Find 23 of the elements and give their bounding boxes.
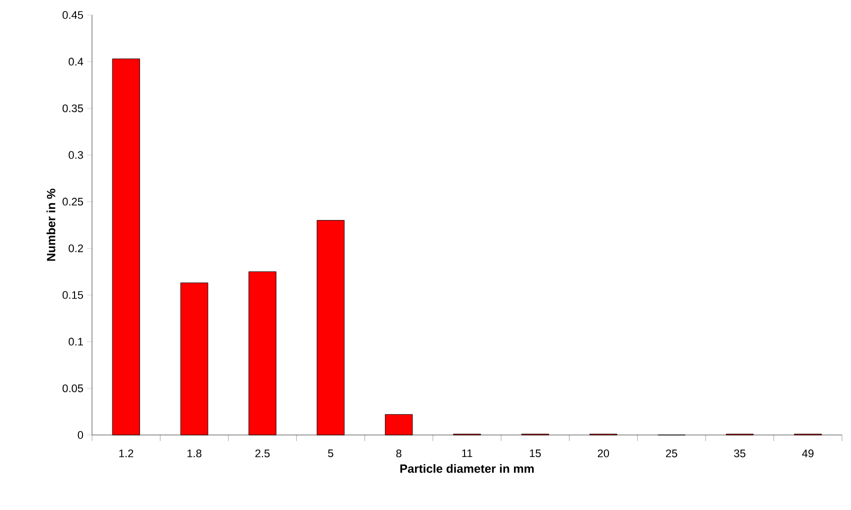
y-tick-label: 0.3	[68, 151, 84, 159]
x-tick-label: 11	[462, 450, 472, 458]
x-tick-label: 5	[328, 450, 334, 458]
x-tick-label: 49	[802, 450, 814, 458]
y-axis-title: Number in %	[46, 188, 56, 261]
x-tick-label: 1.8	[187, 450, 202, 458]
x-tick-label: 15	[530, 450, 541, 458]
y-tick-label: 0.2	[68, 244, 83, 252]
y-tick-label: 0.25	[62, 198, 84, 206]
y-tick-label: 0	[78, 431, 84, 439]
x-tick-label: 20	[598, 450, 610, 458]
y-tick-label: 0.45	[62, 11, 84, 19]
x-tick-label: 2.5	[255, 450, 270, 458]
y-tick-label: 0.05	[62, 384, 84, 392]
y-tick-label: 0.15	[62, 291, 84, 299]
y-tick-label: 0.1	[68, 338, 83, 346]
x-tick-label: 25	[666, 450, 678, 458]
y-tick-label: 0.35	[62, 104, 84, 112]
x-tick-label: 8	[396, 450, 402, 458]
x-tick-label: 1.2	[119, 450, 134, 458]
x-tick-label: 35	[734, 450, 746, 458]
y-tick-label: 0.4	[68, 58, 84, 66]
x-axis-title: Particle diameter in mm	[400, 464, 534, 473]
